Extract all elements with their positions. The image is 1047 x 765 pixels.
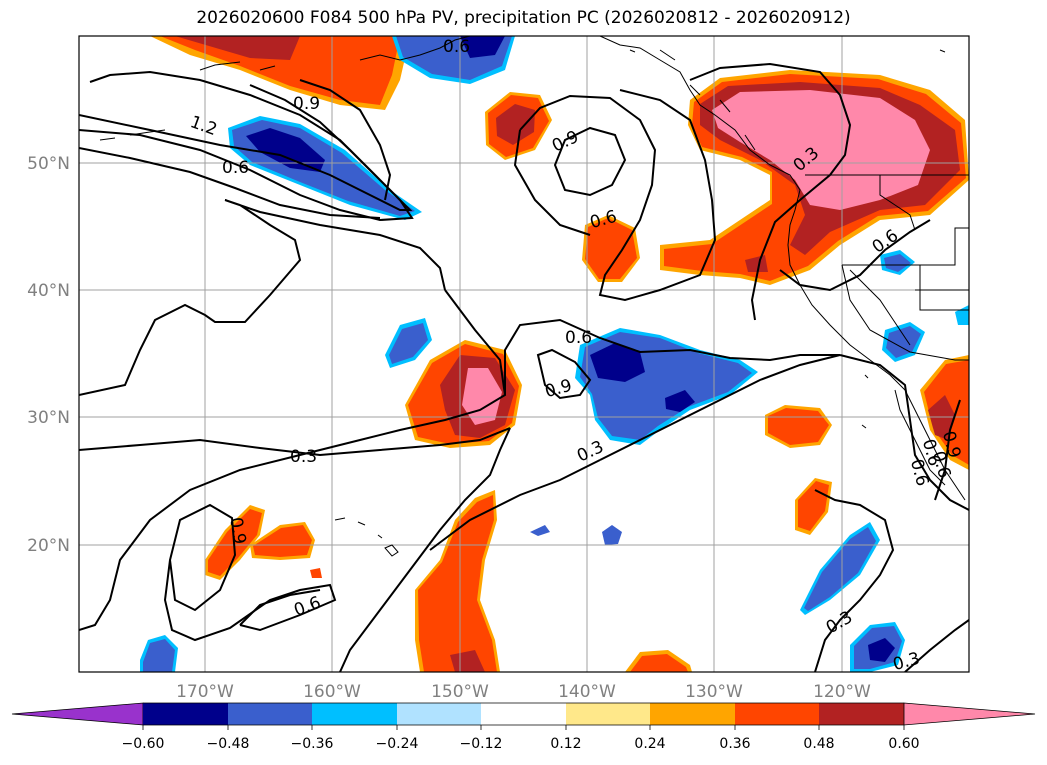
colorbar-tick: −0.48 bbox=[207, 736, 250, 752]
precip-neg-163w bbox=[385, 318, 432, 368]
latitude-labels: 50°N 40°N 30°N 20°N bbox=[27, 154, 70, 556]
pv-contours bbox=[79, 62, 969, 672]
colorbar-min-extension bbox=[11, 702, 144, 726]
contour-label: 0.6 bbox=[565, 328, 592, 348]
colorbar-tick: 0.24 bbox=[634, 736, 665, 752]
precip-pos-northeast bbox=[660, 70, 969, 285]
colorbar-bin bbox=[143, 703, 228, 725]
contour-label: 0.9 bbox=[225, 516, 249, 546]
colorbar-bin bbox=[397, 703, 481, 725]
lon-label: 160°W bbox=[303, 682, 361, 702]
precip-pos-south-137w bbox=[625, 650, 692, 672]
lat-label: 30°N bbox=[27, 408, 70, 428]
lat-label: 40°N bbox=[27, 281, 70, 301]
lat-label: 20°N bbox=[27, 536, 70, 556]
colorbar: −0.60 −0.48 −0.36 −0.24 −0.12 0.12 0.24 … bbox=[11, 702, 1036, 752]
contour-label: 0.9 bbox=[293, 94, 320, 114]
precip-neg-west bbox=[228, 116, 422, 220]
precip-pos-139w bbox=[582, 215, 640, 282]
precip-neg-top bbox=[392, 36, 515, 84]
colorbar-tick: −0.60 bbox=[122, 736, 165, 752]
lon-label: 120°W bbox=[813, 682, 871, 702]
colorbar-bin bbox=[735, 703, 819, 725]
colorbar-tick: 0.60 bbox=[888, 736, 919, 752]
colorbar-tick: 0.36 bbox=[719, 736, 750, 752]
contour-label: 0.6 bbox=[222, 158, 249, 178]
lon-label: 150°W bbox=[431, 682, 489, 702]
map-frame bbox=[78, 35, 970, 673]
longitude-labels: 170°W 160°W 150°W 140°W 130°W 120°W bbox=[176, 682, 871, 702]
precip-pos-southwest bbox=[205, 505, 322, 580]
colorbar-tick: 0.48 bbox=[803, 736, 834, 752]
precip-pos-center-north bbox=[485, 92, 552, 160]
precip-band-gulf-alaska bbox=[150, 36, 410, 110]
contour-label: 0.3 bbox=[891, 649, 922, 675]
contour-label: 0.3 bbox=[290, 447, 317, 467]
colorbar-tick: −0.24 bbox=[376, 736, 419, 752]
coastlines bbox=[99, 36, 969, 557]
lon-label: 140°W bbox=[558, 682, 616, 702]
precip-neg-135w bbox=[575, 328, 758, 445]
colorbar-bin bbox=[312, 703, 397, 725]
colorbar-tick: 0.12 bbox=[550, 736, 581, 752]
lon-label: 130°W bbox=[685, 682, 743, 702]
lat-label: 50°N bbox=[27, 154, 70, 174]
colorbar-max-extension bbox=[903, 702, 1036, 726]
colorbar-bin bbox=[650, 703, 735, 725]
precip-pos-south-central bbox=[415, 490, 500, 672]
colorbar-bin bbox=[481, 703, 566, 725]
map-title: 2026020600 F084 500 hPa PV, precipitatio… bbox=[196, 8, 851, 28]
precip-pos-central bbox=[405, 340, 522, 448]
colorbar-bin bbox=[566, 703, 650, 725]
contour-label: 0.6 bbox=[443, 37, 470, 57]
colorbar-tick: −0.36 bbox=[291, 736, 334, 752]
colorbar-bin bbox=[819, 703, 904, 725]
colorbar-bin bbox=[228, 703, 312, 725]
lon-label: 170°W bbox=[176, 682, 234, 702]
colorbar-ticks: −0.60 −0.48 −0.36 −0.24 −0.12 0.12 0.24 … bbox=[122, 736, 920, 752]
colorbar-tick: −0.12 bbox=[460, 736, 503, 752]
